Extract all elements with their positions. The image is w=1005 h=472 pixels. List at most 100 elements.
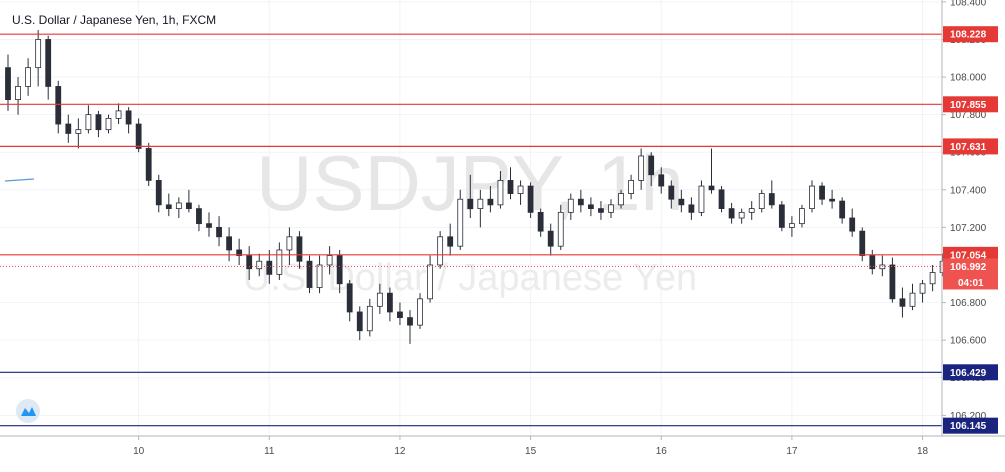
candle <box>557 204 564 250</box>
candle-body-down <box>658 174 665 187</box>
candle <box>507 167 514 200</box>
candle-body-down <box>206 223 212 228</box>
candle-body-up <box>628 180 634 194</box>
candle-body-up <box>256 260 263 270</box>
price-level-label-box <box>943 364 998 381</box>
candle <box>648 152 655 187</box>
candle-body-down <box>598 208 604 213</box>
candle <box>789 216 795 237</box>
candle-body-up <box>376 292 383 307</box>
price-level-label-box <box>943 138 998 155</box>
candle <box>417 293 423 329</box>
candle <box>688 197 695 220</box>
candle <box>397 302 403 326</box>
countdown-label-box <box>943 274 998 290</box>
candle-body-down <box>45 39 52 87</box>
candle-body-down <box>356 311 363 332</box>
candle-body-down <box>246 255 253 270</box>
candle <box>919 280 926 303</box>
candle <box>909 283 916 311</box>
candle <box>296 231 303 269</box>
candle <box>216 216 222 247</box>
candle-body-up <box>417 298 423 326</box>
candle <box>829 189 835 209</box>
candle-body-up <box>557 211 564 247</box>
candle-body-up <box>929 272 936 285</box>
candle-body-down <box>708 185 715 191</box>
candle-body-down <box>95 114 102 131</box>
price-level-label-box <box>943 417 998 434</box>
candle <box>799 204 805 228</box>
candle-body-down <box>778 204 785 228</box>
countdown-label: 04:01 <box>958 278 984 289</box>
candle-body-up <box>738 211 745 219</box>
candle-body-down <box>467 198 474 210</box>
candle <box>407 310 413 344</box>
candle-body-up <box>789 223 795 228</box>
candle-body-up <box>437 236 444 266</box>
candle <box>35 30 42 87</box>
candle <box>728 202 735 224</box>
candle <box>809 180 815 213</box>
chart-title: U.S. Dollar / Japanese Yen, 1h, FXCM <box>12 13 216 27</box>
candle-body-down <box>859 230 866 256</box>
candle-body-up <box>567 198 574 213</box>
candle-body-down <box>397 311 403 319</box>
candle-body-down <box>889 264 896 300</box>
candle <box>537 208 544 237</box>
candle <box>256 253 263 277</box>
candle <box>628 174 634 200</box>
candle-body-down <box>336 255 343 285</box>
candle-body-up <box>618 193 624 206</box>
candle <box>366 298 373 337</box>
price-level-label: 108.228 <box>950 30 987 41</box>
candle <box>236 238 243 265</box>
time-axis[interactable]: 10 11 12 15 16 17 18 <box>133 436 929 457</box>
candle <box>346 280 353 322</box>
candle <box>75 118 82 149</box>
candle-body-down <box>196 208 202 225</box>
candle-body-down <box>819 185 825 200</box>
candle-body-up <box>316 264 323 288</box>
candle-body-down <box>577 198 584 206</box>
candle <box>899 287 906 318</box>
candle-body-down <box>688 204 695 213</box>
candle-body-up <box>85 114 92 131</box>
candle <box>65 114 72 143</box>
candle-body-down <box>678 198 685 206</box>
candle <box>427 255 434 303</box>
time-tick-label: 11 <box>264 446 275 457</box>
candle-body-up <box>326 255 333 266</box>
candle-body-down <box>588 204 594 210</box>
candle-body-down <box>296 236 303 262</box>
candle <box>306 255 313 294</box>
candle <box>326 246 333 275</box>
price-tick-label: 107.400 <box>950 185 987 196</box>
candle <box>196 204 202 232</box>
candle <box>145 142 152 187</box>
time-tick-label: 18 <box>917 446 929 457</box>
candle <box>15 77 21 115</box>
candle <box>618 189 624 209</box>
candle-body-up <box>15 86 21 101</box>
candle <box>165 193 172 217</box>
candle <box>668 180 675 209</box>
candle-body-up <box>35 39 42 69</box>
price-tick-label: 106.200 <box>950 411 987 422</box>
candle-body-down <box>5 67 11 101</box>
candle-body-down <box>447 236 454 247</box>
candle <box>467 174 474 218</box>
candle <box>748 201 755 220</box>
candle-body-down <box>728 208 735 219</box>
candle-body-down <box>899 298 906 307</box>
candle <box>517 180 524 205</box>
candle <box>376 283 383 314</box>
candle <box>849 208 856 237</box>
tradingview-logo-icon[interactable] <box>16 399 40 423</box>
candle-body-down <box>487 198 494 206</box>
time-tick-label: 12 <box>394 446 406 457</box>
candle-body-up <box>427 264 434 300</box>
candle-body-up <box>175 202 182 210</box>
candle <box>768 180 775 209</box>
